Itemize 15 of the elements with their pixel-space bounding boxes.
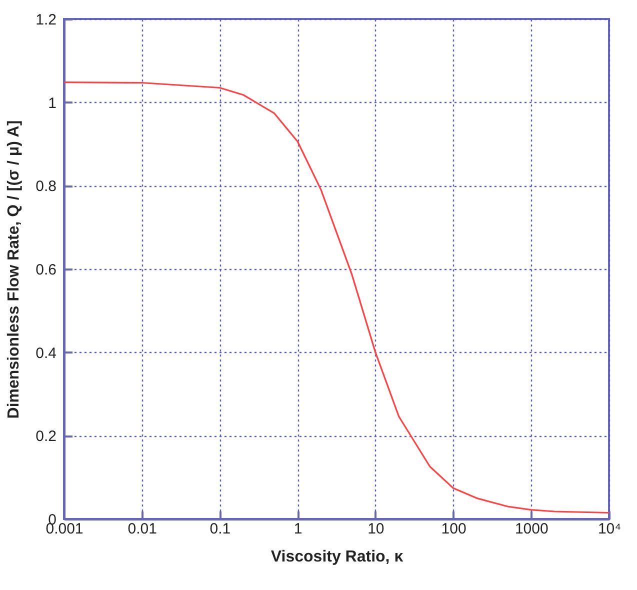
x-axis-title: Viscosity Ratio, κ: [270, 548, 404, 566]
y-tick-label: 0.6: [36, 262, 56, 278]
y-axis-title: Dimensionless Flow Rate, Q / [(σ / μ) A]: [6, 120, 23, 419]
x-tick-label: 0.1: [210, 520, 231, 538]
x-tick-label: 1000: [514, 520, 548, 538]
x-tick-label: 10: [368, 520, 384, 538]
y-tick-label: 0.8: [36, 178, 56, 196]
x-tick-label: 0.01: [128, 520, 157, 538]
x-tick-label: 1: [294, 520, 302, 538]
x-tick-label: 10⁴: [598, 520, 622, 538]
y-tick-label: 1.2: [36, 12, 56, 28]
x-tick-label: 100: [441, 520, 466, 538]
y-tick-label: 0.2: [36, 428, 56, 446]
y-tick-label: 1: [48, 94, 56, 112]
y-tick-label: 0.4: [36, 344, 56, 362]
